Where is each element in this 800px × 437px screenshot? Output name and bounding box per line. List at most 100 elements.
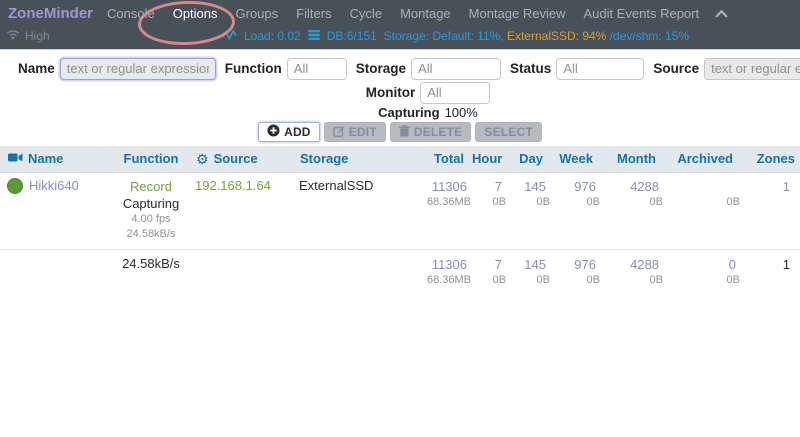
col-header-day[interactable]: Day [507, 146, 551, 173]
col-header-hour[interactable]: Hour [472, 146, 507, 173]
storage-filter-label: Storage [355, 61, 407, 76]
totals-month-size: 0B [649, 273, 663, 286]
week-events-size: 0B [586, 195, 600, 208]
storage-devshm-value: /dev/shm: 15% [609, 29, 690, 43]
col-header-function[interactable]: Function [112, 146, 190, 173]
hour-events-size: 0B [492, 195, 506, 208]
collapse-caret-icon[interactable] [715, 9, 728, 18]
name-filter-label: Name [18, 61, 55, 76]
monitors-table: Name Function ⚙ Source Storage Total Hou… [0, 146, 800, 298]
week-events-link[interactable]: 976 [574, 178, 596, 194]
name-filter-input[interactable] [59, 57, 216, 80]
storage-default-value: Storage: Default: 11%, [383, 29, 504, 43]
month-events-link[interactable]: 4288 [630, 178, 659, 194]
menu-item-montage[interactable]: Montage [400, 5, 451, 21]
day-events-size: 0B [536, 195, 550, 208]
video-camera-icon [8, 151, 23, 166]
monitor-row-hikki640: Hikki640 Record Capturing 4.00 fps 24.58… [0, 172, 800, 250]
col-header-zones[interactable]: Zones [741, 146, 800, 173]
menu-item-cycle[interactable]: Cycle [349, 5, 383, 21]
status-filter-label: Status [510, 61, 552, 76]
col-header-week[interactable]: Week [551, 146, 601, 173]
filter-row-2: Monitor [28, 81, 800, 104]
total-bandwidth-value: 24.58kB/s [122, 255, 180, 271]
totals-day-link[interactable]: 145 [524, 256, 546, 272]
hour-events-link[interactable]: 7 [494, 178, 502, 194]
day-events-link[interactable]: 145 [524, 178, 546, 194]
edit-monitor-button[interactable]: EDIT [323, 122, 386, 142]
monitor-capture-rate: 4.00 fps 24.58kB/s [126, 212, 176, 240]
col-header-name[interactable]: Name [0, 146, 112, 173]
top-navbar: ZoneMinder Console Options Groups Filter… [0, 0, 800, 50]
col-header-source[interactable]: ⚙ Source [190, 146, 295, 173]
totals-day-size: 0B [536, 273, 550, 286]
col-header-total[interactable]: Total [420, 146, 472, 173]
function-filter-label: Function [224, 61, 282, 76]
function-filter-input[interactable] [286, 57, 347, 80]
select-button-label: SELECT [484, 125, 533, 139]
total-events-link[interactable]: 11306 [431, 178, 467, 194]
zoneminder-logo[interactable]: ZoneMinder [8, 4, 93, 22]
menu-item-console[interactable]: Console [107, 5, 155, 21]
plus-circle-icon [267, 124, 280, 140]
db-connections-value[interactable]: DB:6/151 [326, 29, 377, 43]
add-monitor-button[interactable]: ADD [258, 122, 320, 142]
capturing-label: Capturing [378, 104, 440, 120]
menu-item-groups[interactable]: Groups [235, 5, 279, 21]
monitor-function-link[interactable]: Record [130, 178, 172, 194]
wifi-icon [6, 29, 20, 43]
main-menu: Console Options Groups Filters Cycle Mon… [107, 6, 699, 21]
menu-item-montage-review[interactable]: Montage Review [468, 5, 566, 21]
storage-filter-input[interactable] [411, 57, 502, 80]
monitor-storage-name: ExternalSSD [295, 172, 420, 250]
console-filters: Name Function Storage Status Source Moni… [0, 50, 800, 143]
monitor-online-status-dot [7, 177, 23, 194]
name-header-label: Name [28, 151, 64, 167]
totals-month-link[interactable]: 4288 [630, 256, 659, 272]
totals-zones-count: 1 [782, 256, 790, 272]
system-stats: Load: 0.02 DB:6/151 Storage: Default: 11… [222, 29, 689, 43]
totals-archived-link[interactable]: 0 [728, 256, 736, 272]
filter-row-1: Name Function Storage Status Source [0, 56, 800, 81]
totals-total-size: 68.36MB [426, 273, 471, 286]
monitor-capture-state: Capturing [122, 195, 180, 211]
edit-pencil-icon [332, 125, 345, 140]
total-events-size: 68.36MB [426, 195, 471, 208]
totals-week-size: 0B [586, 273, 600, 286]
menu-item-audit-events-report[interactable]: Audit Events Report [583, 5, 700, 21]
load-activity-icon [222, 29, 237, 43]
totals-total-link[interactable]: 11306 [431, 256, 467, 272]
totals-archived-size: 0B [726, 273, 740, 286]
totals-week-link[interactable]: 976 [574, 256, 596, 272]
source-filter-input[interactable] [704, 57, 800, 80]
source-filter-label: Source [653, 61, 700, 76]
totals-row: 24.58kB/s 11306 68.36MB 7 0B 145 0B 976 [0, 249, 800, 298]
col-header-archived[interactable]: Archived [664, 146, 741, 173]
totals-hour-link[interactable]: 7 [494, 256, 502, 272]
delete-button-label: DELETE [413, 125, 463, 139]
database-icon [307, 29, 320, 43]
load-value[interactable]: Load: 0.02 [244, 29, 301, 43]
monitor-name-link[interactable]: Hikki640 [29, 178, 79, 193]
storage-summary[interactable]: Storage: Default: 11%, ExternalSSD: 94% … [384, 29, 689, 43]
table-header-row: Name Function ⚙ Source Storage Total Hou… [0, 146, 800, 173]
monitor-filter-label: Monitor [365, 85, 416, 100]
monitor-filter-input[interactable] [420, 81, 491, 104]
monitor-source-address[interactable]: 192.168.1.64 [190, 172, 295, 250]
col-header-storage[interactable]: Storage [295, 146, 420, 173]
bandwidth-selector[interactable]: High [6, 29, 50, 43]
storage-externalssd-warning: ExternalSSD: 94% [506, 29, 607, 43]
col-header-month[interactable]: Month [601, 146, 664, 173]
delete-monitor-button[interactable]: DELETE [389, 122, 472, 142]
main-menu-bar: ZoneMinder Console Options Groups Filter… [0, 0, 800, 26]
source-header-label: Source [213, 151, 258, 167]
gear-icon: ⚙ [196, 150, 209, 167]
zones-count-link[interactable]: 1 [782, 178, 790, 194]
menu-item-filters[interactable]: Filters [296, 5, 332, 21]
menu-item-options[interactable]: Options [172, 5, 218, 21]
edit-button-label: EDIT [348, 125, 377, 139]
trash-icon [398, 124, 410, 140]
select-monitors-button[interactable]: SELECT [475, 122, 542, 142]
status-filter-input[interactable] [556, 57, 645, 80]
